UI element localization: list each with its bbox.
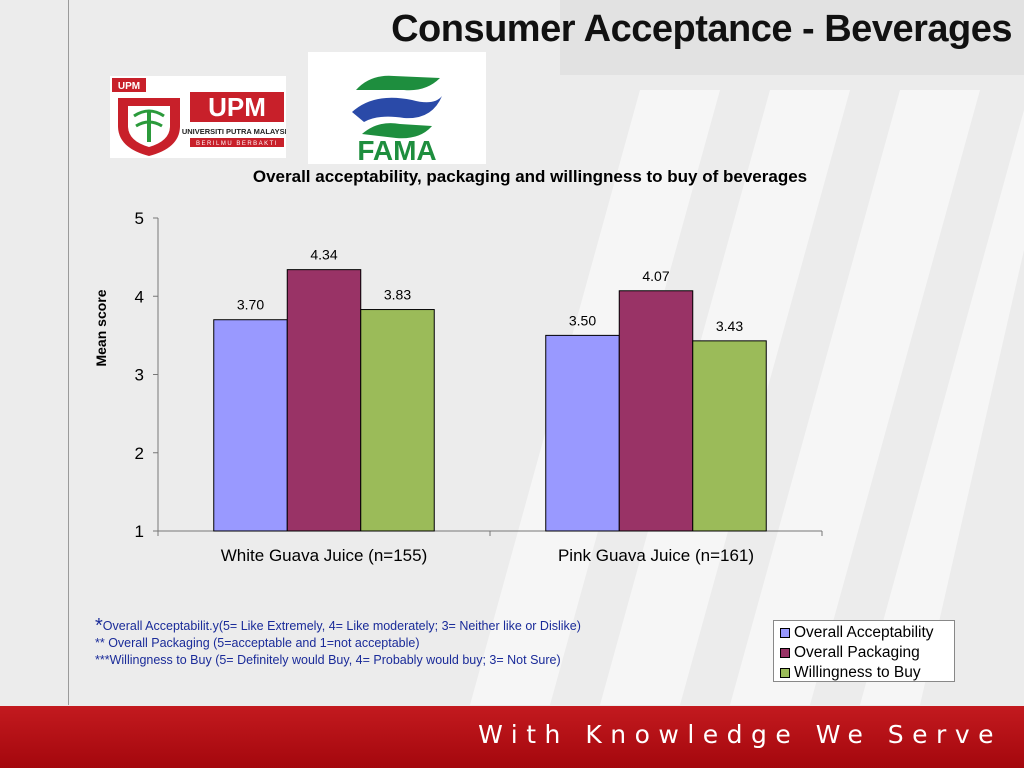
bar <box>545 334 620 532</box>
bar <box>618 290 694 532</box>
upm-wordmark: UPM <box>208 92 266 122</box>
chart-legend: Overall Acceptability Overall Packaging … <box>773 620 955 682</box>
footnote-acceptability-text: Overall Acceptabilit.y(5= Like Extremely… <box>102 619 581 633</box>
legend-item-packaging: Overall Packaging <box>780 643 948 663</box>
fama-wordmark: FAMA <box>357 135 436 164</box>
data-label: 3.50 <box>569 312 596 328</box>
chart-labels: 3.70 4.34 3.83 White Guava Juice (n=155) 3.5… <box>221 247 754 565</box>
bar <box>286 269 362 532</box>
y-tick-label: 5 <box>135 209 144 228</box>
x-category-label: White Guava Juice (n=155) <box>221 546 427 565</box>
y-tick-label: 1 <box>135 522 144 541</box>
upm-logo: UPM UPM UNIVERSITI PUTRA MALAYSIA BERILM… <box>110 76 293 158</box>
bar <box>213 319 288 532</box>
legend-item-acceptability: Overall Acceptability <box>780 623 948 643</box>
footnote-acceptability: *Overall Acceptabilit.y(5= Like Extremel… <box>95 615 581 637</box>
data-label: 3.70 <box>237 297 264 313</box>
footnote-willingness: ***Willingness to Buy (5= Definitely wou… <box>95 653 561 667</box>
footnote-star: * <box>95 615 103 637</box>
legend-label-willingness: Willingness to Buy <box>794 664 921 681</box>
upm-name: UNIVERSITI PUTRA MALAYSIA <box>182 127 286 136</box>
data-label: 3.83 <box>384 287 411 303</box>
legend-swatch-willingness <box>780 668 790 678</box>
legend-swatch-acceptability <box>780 628 790 638</box>
upm-tagline: BERILMU BERBAKTI <box>196 141 278 147</box>
data-label: 3.43 <box>716 318 743 334</box>
chart-bars <box>213 269 767 532</box>
bar <box>360 309 435 532</box>
legend-label-acceptability: Overall Acceptability <box>794 624 934 641</box>
data-label: 4.34 <box>310 247 337 263</box>
y-tick-label: 2 <box>135 444 144 463</box>
footer-motto: With Knowledge We Serve <box>478 720 1002 749</box>
left-divider-line <box>68 0 69 705</box>
legend-swatch-packaging <box>780 648 790 658</box>
footnotes: *Overall Acceptabilit.y(5= Like Extremel… <box>95 615 581 669</box>
y-tick-label: 3 <box>135 366 144 385</box>
chart-title: Overall acceptability, packaging and wil… <box>252 167 808 186</box>
x-category-label: Pink Guava Juice (n=161) <box>558 546 754 565</box>
legend-item-willingness: Willingness to Buy <box>780 663 948 683</box>
data-label: 4.07 <box>642 268 669 284</box>
fama-logo: FAMA <box>308 52 486 166</box>
bar <box>692 340 767 532</box>
y-axis-title: Mean score <box>93 289 109 366</box>
footnote-packaging: ** Overall Packaging (5=acceptable and 1… <box>95 636 420 650</box>
upm-seal-label: UPM <box>118 81 140 92</box>
y-tick-label: 4 <box>135 287 144 306</box>
slide-title: Consumer Acceptance - Beverages <box>391 8 1012 50</box>
legend-label-packaging: Overall Packaging <box>794 644 920 661</box>
footer-bar: With Knowledge We Serve <box>0 706 1024 768</box>
